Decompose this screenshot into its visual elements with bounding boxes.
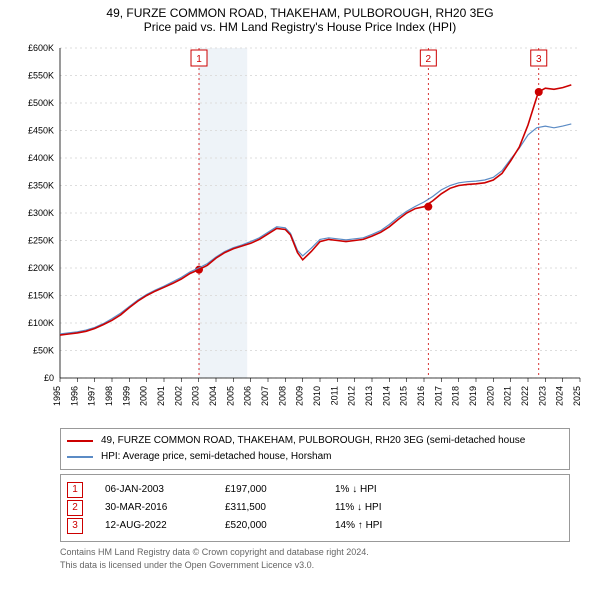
svg-text:2016: 2016: [416, 386, 426, 406]
svg-text:£450K: £450K: [28, 126, 54, 136]
legend-box: 49, FURZE COMMON ROAD, THAKEHAM, PULBORO…: [60, 428, 570, 470]
svg-text:£350K: £350K: [28, 181, 54, 191]
sale-date-3: 12-AUG-2022: [105, 517, 225, 535]
svg-text:2001: 2001: [156, 386, 166, 406]
svg-text:£100K: £100K: [28, 318, 54, 328]
legend-row-price: 49, FURZE COMMON ROAD, THAKEHAM, PULBORO…: [67, 433, 563, 449]
svg-text:2023: 2023: [537, 386, 547, 406]
svg-text:2021: 2021: [503, 386, 513, 406]
legend-swatch-hpi: [67, 456, 93, 458]
svg-text:£500K: £500K: [28, 98, 54, 108]
svg-text:2004: 2004: [208, 386, 218, 406]
svg-text:2025: 2025: [572, 386, 582, 406]
svg-text:2003: 2003: [191, 386, 201, 406]
svg-text:2019: 2019: [468, 386, 478, 406]
sale-idx-3: 3: [67, 518, 83, 534]
chart-area: £0 £50K £100K £150K £200K £250K £300K £350K £400…: [10, 42, 590, 422]
svg-text:2017: 2017: [433, 386, 443, 406]
chart-svg: £0 £50K £100K £150K £200K £250K £300K £350K £400…: [10, 42, 590, 422]
svg-text:£550K: £550K: [28, 71, 54, 81]
svg-text:2022: 2022: [520, 386, 530, 406]
svg-text:2009: 2009: [295, 386, 305, 406]
svg-text:1995: 1995: [52, 386, 62, 406]
legend-label-hpi: HPI: Average price, semi-detached house,…: [101, 449, 332, 465]
title-subtitle: Price paid vs. HM Land Registry's House …: [10, 20, 590, 34]
svg-text:1998: 1998: [104, 386, 114, 406]
chart-container: 49, FURZE COMMON ROAD, THAKEHAM, PULBORO…: [0, 0, 600, 582]
sale-row-3: 3 12-AUG-2022 £520,000 14% ↑ HPI: [67, 517, 563, 535]
svg-text:2012: 2012: [347, 386, 357, 406]
svg-text:£200K: £200K: [28, 263, 54, 273]
svg-text:2011: 2011: [329, 386, 339, 405]
sale-date-1: 06-JAN-2003: [105, 481, 225, 499]
svg-text:2024: 2024: [555, 386, 565, 406]
footer-line2: This data is licensed under the Open Gov…: [60, 559, 580, 572]
svg-text:1: 1: [196, 54, 202, 65]
svg-text:£50K: £50K: [33, 346, 54, 356]
svg-text:£0: £0: [44, 373, 54, 383]
svg-text:1997: 1997: [87, 386, 97, 406]
svg-text:2007: 2007: [260, 386, 270, 406]
footer-text: Contains HM Land Registry data © Crown c…: [60, 546, 580, 572]
sale-hpi-1: 1% ↓ HPI: [335, 481, 455, 499]
svg-text:1999: 1999: [121, 386, 131, 406]
svg-text:£300K: £300K: [28, 208, 54, 218]
title-address: 49, FURZE COMMON ROAD, THAKEHAM, PULBORO…: [10, 6, 590, 20]
sale-idx-2: 2: [67, 500, 83, 516]
svg-text:2000: 2000: [139, 386, 149, 406]
svg-text:1996: 1996: [69, 386, 79, 406]
svg-text:2015: 2015: [399, 386, 409, 406]
svg-text:£400K: £400K: [28, 153, 54, 163]
legend-swatch-price: [67, 440, 93, 442]
sale-price-2: £311,500: [225, 499, 335, 517]
legend-label-price: 49, FURZE COMMON ROAD, THAKEHAM, PULBORO…: [101, 433, 525, 449]
svg-text:2010: 2010: [312, 386, 322, 406]
legend-row-hpi: HPI: Average price, semi-detached house,…: [67, 449, 563, 465]
sale-price-1: £197,000: [225, 481, 335, 499]
svg-text:2020: 2020: [485, 386, 495, 406]
svg-text:2006: 2006: [243, 386, 253, 406]
sale-idx-1: 1: [67, 482, 83, 498]
svg-text:£250K: £250K: [28, 236, 54, 246]
sales-table: 1 06-JAN-2003 £197,000 1% ↓ HPI 2 30-MAR…: [60, 474, 570, 542]
svg-text:2: 2: [426, 54, 432, 65]
svg-text:2014: 2014: [381, 386, 391, 406]
svg-text:£600K: £600K: [28, 43, 54, 53]
svg-text:2005: 2005: [225, 386, 235, 406]
footer-line1: Contains HM Land Registry data © Crown c…: [60, 546, 580, 559]
svg-text:2013: 2013: [364, 386, 374, 406]
svg-text:2008: 2008: [277, 386, 287, 406]
svg-text:2002: 2002: [173, 386, 183, 406]
svg-text:3: 3: [536, 54, 542, 65]
sale-row-2: 2 30-MAR-2016 £311,500 11% ↓ HPI: [67, 499, 563, 517]
sale-hpi-2: 11% ↓ HPI: [335, 499, 455, 517]
sale-date-2: 30-MAR-2016: [105, 499, 225, 517]
sale-row-1: 1 06-JAN-2003 £197,000 1% ↓ HPI: [67, 481, 563, 499]
svg-text:2018: 2018: [451, 386, 461, 406]
sale-hpi-3: 14% ↑ HPI: [335, 517, 455, 535]
svg-text:£150K: £150K: [28, 291, 54, 301]
sale-price-3: £520,000: [225, 517, 335, 535]
